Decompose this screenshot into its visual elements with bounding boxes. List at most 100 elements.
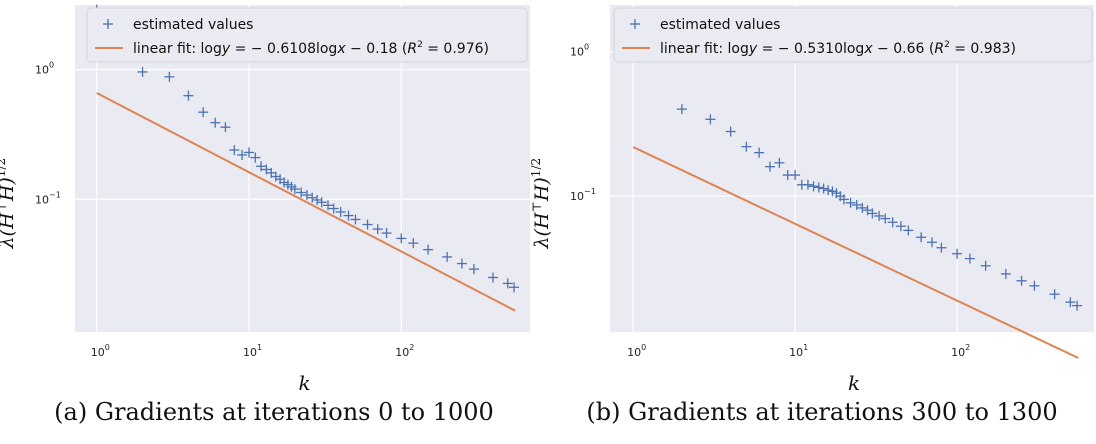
legend-label-fit-a: linear fit: logy = − 0.6108logx − 0.18 (… [133,40,489,57]
legend-label-fit-b: linear fit: logy = − 0.5310logx − 0.66 (… [660,40,1016,57]
data-point-b-38 [1029,280,1040,291]
y-tick-label-a-1: 10−1 [35,190,61,206]
data-point-b-9 [790,170,801,181]
chart-a-svg: 100 101 102 100 10−1 k λ(H⊤H)1/2 estimated valu… [0,4,530,395]
data-point-a-38 [468,264,479,275]
x-tick-label-a-2: 102 [395,343,414,359]
data-point-a-6 [220,122,231,133]
data-point-b-11 [802,179,813,190]
x-tick-label-a-0: 100 [91,343,110,359]
data-point-b-7 [774,157,785,168]
data-point-a-19 [289,184,300,195]
data-point-b-12 [808,181,819,192]
data-point-a-40 [502,278,513,289]
x-axis-label-b: k [848,371,860,395]
data-point-a-11 [256,161,267,172]
legend-marker-a [103,19,113,29]
y-axis-label-a: λ(H⊤H)1/2 [0,158,18,250]
caption-a: (a) Gradients at iterations 0 to 1000 [54,398,494,426]
data-point-b-25 [874,210,885,221]
data-point-b-41 [1072,300,1083,311]
data-point-b-31 [927,237,938,248]
data-point-a-2 [164,71,175,82]
legend-marker-b [630,19,640,29]
data-point-a-41 [509,282,520,293]
data-point-b-16 [827,186,838,197]
data-point-a-36 [442,251,453,262]
data-point-b-22 [857,202,868,213]
data-point-a-7 [229,145,240,156]
data-point-a-35 [423,244,434,255]
data-point-b-35 [980,260,991,271]
data-point-a-3 [183,90,194,101]
fit-line-a [96,92,516,312]
data-point-b-14 [818,183,829,194]
data-point-a-37 [456,258,467,269]
data-point-a-34 [408,238,419,249]
data-point-b-37 [1016,275,1027,286]
data-point-b-26 [880,213,891,224]
data-point-a-9 [244,147,255,158]
data-point-a-30 [362,219,373,230]
data-point-b-3 [725,126,736,137]
data-point-a-28 [343,210,354,221]
data-point-a-4 [198,107,209,118]
x-tick-label-b-2: 102 [951,343,970,359]
data-point-b-1 [676,104,687,115]
y-axis-label-b: λ(H⊤H)1/2 [529,158,553,250]
chart-b-svg: 100 101 102 100 10−1 k λ(H⊤H)1/2 estimated valu… [529,5,1094,395]
data-point-a-1 [137,66,148,77]
data-point-a-33 [396,233,407,244]
legend-b: estimated values linear fit: logy = − 0.5… [613,7,1093,63]
data-point-a-39 [487,272,498,283]
data-point-a-31 [372,224,383,235]
data-point-a-27 [335,206,346,217]
data-point-b-2 [705,114,716,125]
data-point-a-32 [381,228,392,239]
data-point-b-21 [851,199,862,210]
data-point-a-23 [312,194,323,205]
data-point-a-21 [301,190,312,201]
data-point-b-5 [754,147,765,158]
data-point-b-20 [845,197,856,208]
data-point-a-25 [322,200,333,211]
legend-a: estimated values linear fit: logy = − 0.6… [86,7,528,63]
chart-panel-b: 100 101 102 100 10−1 k λ(H⊤H)1/2 estimated valu… [529,0,1096,444]
data-point-b-13 [813,182,824,193]
data-point-b-28 [895,221,906,232]
fit-line-b [632,146,1079,359]
legend-label-estimated-b: estimated values [660,17,780,33]
x-tick-label-a-1: 101 [243,343,262,359]
legend-label-estimated-a: estimated values [133,17,253,33]
data-point-a-5 [210,117,221,128]
data-point-b-29 [903,225,914,236]
data-point-a-29 [350,214,361,225]
data-point-b-15 [823,185,834,196]
data-point-a-8 [237,149,248,160]
y-tick-label-b-0: 100 [570,43,589,59]
data-point-a-20 [296,187,307,198]
data-point-b-30 [916,232,927,243]
x-tick-label-b-0: 100 [627,343,646,359]
data-point-b-24 [867,208,878,219]
chart-panel-a: 100 101 102 100 10−1 k λ(H⊤H)1/2 estimated valu… [0,4,530,426]
data-point-a-10 [250,152,261,163]
data-point-b-32 [936,242,947,253]
caption-b: (b) Gradients at iterations 300 to 1300 [586,398,1058,426]
data-point-b-6 [765,161,776,172]
data-point-b-4 [741,141,752,152]
data-point-b-27 [887,217,898,228]
data-point-b-34 [964,253,975,264]
y-tick-label-b-1: 10−1 [570,187,596,203]
data-point-b-36 [1000,268,1011,279]
data-point-b-39 [1049,289,1060,300]
x-tick-label-b-1: 101 [789,343,808,359]
data-point-b-19 [838,194,849,205]
data-point-b-33 [952,248,963,259]
x-axis-label-a: k [299,371,311,395]
data-point-a-26 [328,203,339,214]
data-point-b-40 [1065,297,1076,308]
data-point-a-24 [316,197,327,208]
data-point-a-22 [307,192,318,203]
y-tick-label-a-0: 100 [35,61,54,77]
